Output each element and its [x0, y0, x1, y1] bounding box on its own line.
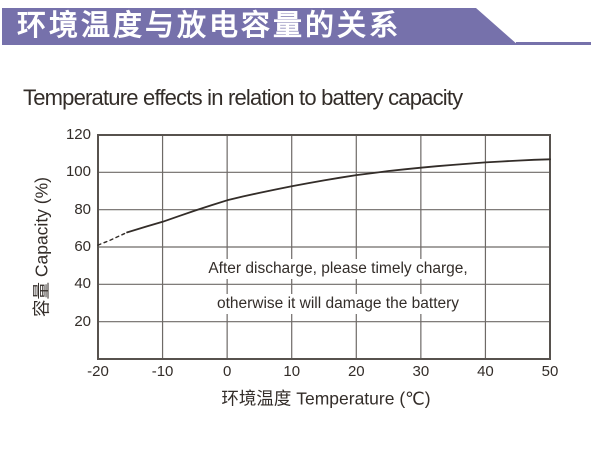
- y-tick-label: 120: [65, 126, 91, 143]
- y-tick-label: 20: [74, 312, 91, 330]
- x-tick-label: -20: [87, 363, 109, 380]
- annotation-line-1: After discharge, please timely charge,: [200, 259, 476, 279]
- y-tick-label: 60: [74, 238, 91, 255]
- y-tick-label: 80: [74, 200, 91, 218]
- x-tick-label: 50: [541, 363, 559, 380]
- y-tick-label: 40: [74, 275, 91, 293]
- annotation-line-2: otherwise it will damage the battery: [208, 294, 468, 314]
- chart-title: Temperature effects in relation to batte…: [23, 85, 463, 110]
- x-tick-label: 10: [283, 363, 301, 380]
- x-tick-label: 20: [347, 363, 365, 380]
- y-tick-label: 100: [65, 163, 91, 181]
- x-tick-label: 30: [412, 363, 430, 380]
- y-axis-label: 容量 Capacity (%): [31, 176, 52, 318]
- plot-frame: [97, 134, 551, 360]
- banner-tail-line: [516, 42, 591, 45]
- x-tick-label: 40: [477, 363, 494, 380]
- banner-title: 环境温度与放电容量的关系: [17, 10, 402, 42]
- x-tick-label: 0: [222, 363, 232, 380]
- header-banner: 环境温度与放电容量的关系: [2, 8, 518, 45]
- x-tick-label: -10: [151, 363, 174, 380]
- series-capacity: [126, 158, 551, 234]
- x-axis-label: 环境温度 Temperature (℃): [221, 388, 431, 409]
- series-capacity-extrapolated: [97, 231, 128, 246]
- plot-area: [97, 134, 551, 360]
